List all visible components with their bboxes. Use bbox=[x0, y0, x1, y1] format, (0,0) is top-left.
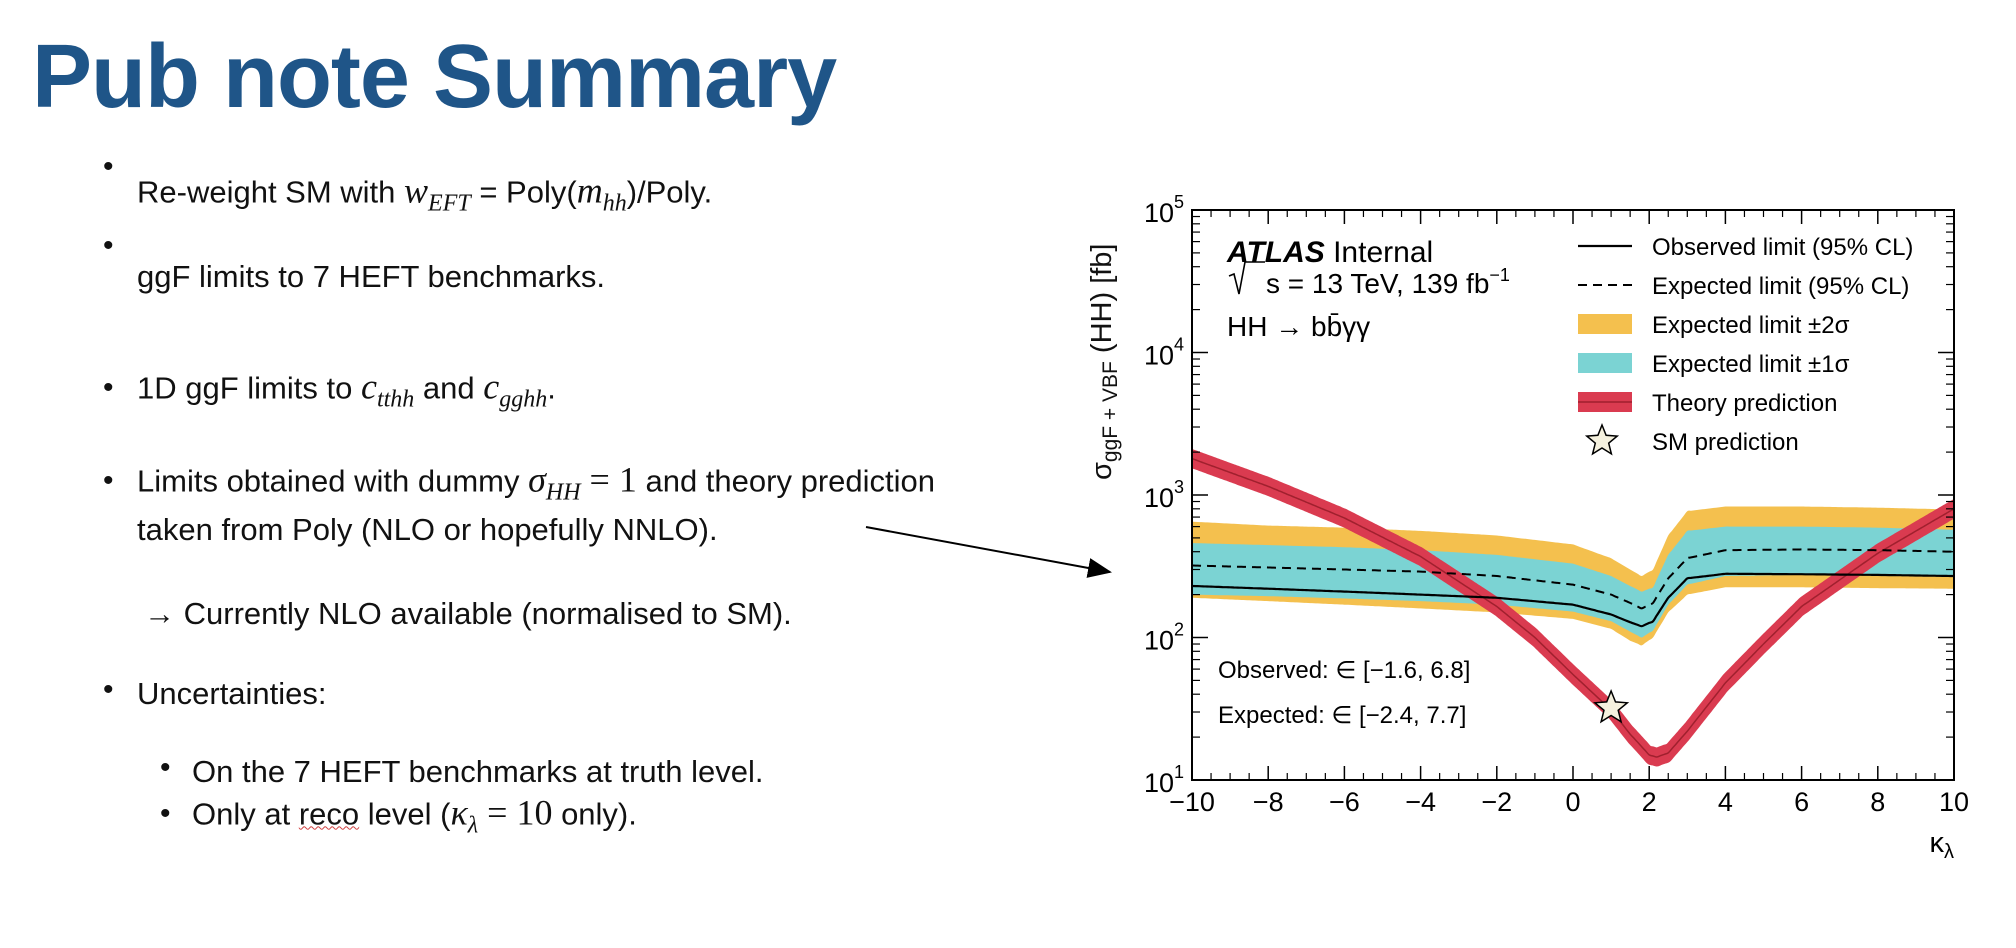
legend-label: Observed limit (95% CL) bbox=[1652, 234, 1913, 261]
sqrt-icon bbox=[1228, 261, 1265, 295]
legend-entry: Expected limit ±1σ bbox=[1578, 351, 1850, 378]
legend-2sigma-swatch bbox=[1578, 314, 1632, 334]
bullet-marker: • bbox=[103, 229, 114, 262]
energy-label: s = 13 TeV, 139 fb−1 bbox=[1266, 265, 1510, 299]
bullet-marker: • bbox=[103, 150, 114, 183]
observed-interval-label: Observed: ∈ [−1.6, 6.8] bbox=[1218, 657, 1470, 684]
sub-bullet-reco: Only at reco level (κλ = 10 only). bbox=[192, 792, 637, 839]
legend-label: Expected limit ±2σ bbox=[1652, 312, 1850, 339]
bullet-reweight: Re-weight SM with wEFT = Poly(mhh)/Poly. bbox=[137, 170, 713, 217]
legend-entry: SM prediction bbox=[1584, 422, 1799, 456]
x-tick-label: 6 bbox=[1794, 787, 1809, 817]
bullet-uncertainties: Uncertainties: bbox=[137, 676, 327, 711]
sub-bullet-marker: • bbox=[160, 797, 171, 830]
slide-title: Pub note Summary bbox=[32, 27, 837, 127]
legend-label: Expected limit (95% CL) bbox=[1652, 273, 1909, 300]
x-tick-label: 4 bbox=[1718, 787, 1733, 817]
bullet-marker: • bbox=[103, 371, 114, 404]
legend-1sigma-swatch bbox=[1578, 353, 1632, 373]
bullet-limits-obtained-line2: taken from Poly (NLO or hopefully NNLO). bbox=[137, 512, 718, 547]
process-label: HH → bb̄γγ bbox=[1227, 311, 1370, 342]
x-tick-label: 2 bbox=[1642, 787, 1657, 817]
legend-star-icon bbox=[1584, 422, 1620, 456]
spellcheck-word: reco bbox=[298, 796, 360, 832]
expected-limit-line bbox=[1192, 548, 1954, 610]
bullet-marker: • bbox=[103, 673, 114, 706]
sub-bullet-marker: • bbox=[160, 751, 171, 784]
y-tick-label: 103 bbox=[1144, 477, 1184, 513]
legend-entry: Expected limit (95% CL) bbox=[1578, 273, 1909, 300]
x-tick-label: −2 bbox=[1481, 787, 1512, 817]
theory-prediction-band bbox=[1192, 448, 1954, 767]
x-tick-label: −8 bbox=[1253, 787, 1284, 817]
expected-interval-label: Expected: ∈ [−2.4, 7.7] bbox=[1218, 702, 1466, 729]
x-axis-label: κλ bbox=[1930, 827, 1955, 863]
bullet-1d-limits: 1D ggF limits to ctthh and cgghh. bbox=[137, 366, 556, 413]
sub-bullet-truth: On the 7 HEFT benchmarks at truth level. bbox=[192, 754, 764, 789]
x-tick-label: 10 bbox=[1939, 787, 1969, 817]
legend-entry: Expected limit ±2σ bbox=[1578, 312, 1850, 339]
bullet-limits-obtained: Limits obtained with dummy σHH = 1 and t… bbox=[137, 459, 935, 506]
legend-label: Theory prediction bbox=[1652, 390, 1837, 417]
y-tick-label: 102 bbox=[1144, 620, 1184, 656]
bullet-list: • Re-weight SM with wEFT = Poly(mhh)/Pol… bbox=[103, 150, 935, 839]
observed-limit-line bbox=[1192, 572, 1954, 628]
atlas-label: ATLAS Internal bbox=[1226, 236, 1433, 269]
sm-prediction-star bbox=[1592, 688, 1630, 724]
legend-label: SM prediction bbox=[1652, 429, 1799, 456]
x-tick-label: −10 bbox=[1169, 787, 1215, 817]
x-tick-label: 8 bbox=[1870, 787, 1885, 817]
x-tick-label: 0 bbox=[1565, 787, 1580, 817]
legend-entry: Theory prediction bbox=[1578, 390, 1837, 417]
x-tick-label: −6 bbox=[1329, 787, 1360, 817]
bullet-marker: • bbox=[103, 464, 114, 497]
x-tick-label: −4 bbox=[1405, 787, 1436, 817]
legend-entry: Observed limit (95% CL) bbox=[1578, 234, 1913, 261]
expected-1sigma-band bbox=[1192, 526, 1954, 638]
y-tick-label: 104 bbox=[1144, 335, 1184, 371]
y-tick-label: 105 bbox=[1144, 192, 1184, 228]
note-nlo: → Currently NLO available (normalised to… bbox=[144, 596, 792, 631]
legend-label: Expected limit ±1σ bbox=[1652, 351, 1850, 378]
theory-prediction-line bbox=[1192, 457, 1954, 758]
bullet-ggf-limits: ggF limits to 7 HEFT benchmarks. bbox=[137, 259, 606, 294]
